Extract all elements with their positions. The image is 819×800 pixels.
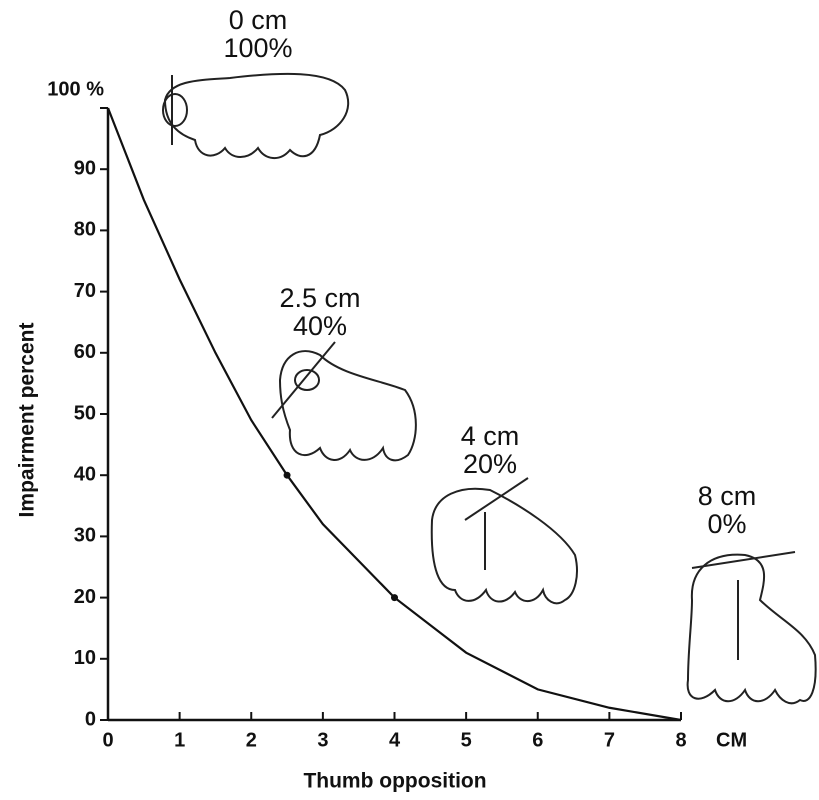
annotation: 100% <box>223 33 292 63</box>
y-axis-title: Impairment percent <box>16 323 39 518</box>
annotation: 4 cm <box>461 421 520 451</box>
hand-illustrations <box>162 72 817 705</box>
x-tick-label: 5 <box>461 729 472 751</box>
y-tick-label: 70 <box>74 280 96 302</box>
y-tick-label: 90 <box>74 157 96 179</box>
y-tick-label: 20 <box>74 586 96 608</box>
x-tick-label: 1 <box>174 729 185 751</box>
y-tick-label: 50 <box>74 402 96 424</box>
x-unit-label: CM <box>716 729 747 751</box>
y-tick-label: 60 <box>74 341 96 363</box>
annotation: 40% <box>293 311 347 341</box>
marked-point <box>283 471 291 479</box>
annotation: 0 cm <box>229 5 288 35</box>
annotation: 20% <box>463 449 517 479</box>
annotation: 0% <box>707 509 746 539</box>
x-axis-title: Thumb opposition <box>303 770 486 793</box>
y-tick-label: 100 % <box>47 78 104 100</box>
x-tick-label: 2 <box>246 729 257 751</box>
y-tick-label: 80 <box>74 219 96 241</box>
annotation: 8 cm <box>698 481 757 511</box>
x-tick-label: 0 <box>102 729 113 751</box>
y-tick-label: 30 <box>74 525 96 547</box>
curve <box>106 107 682 722</box>
x-tick-label: 4 <box>389 729 401 751</box>
y-tick-label: 0 <box>85 708 96 730</box>
x-tick-label: 3 <box>317 729 328 751</box>
x-tick-label: 6 <box>532 729 543 751</box>
marked-point <box>391 594 398 602</box>
annotation: 2.5 cm <box>279 283 360 313</box>
y-tick-label: 40 <box>74 463 96 485</box>
x-tick-label: 8 <box>675 729 686 751</box>
y-tick-label: 10 <box>74 647 96 669</box>
x-tick-label: 7 <box>604 729 615 751</box>
